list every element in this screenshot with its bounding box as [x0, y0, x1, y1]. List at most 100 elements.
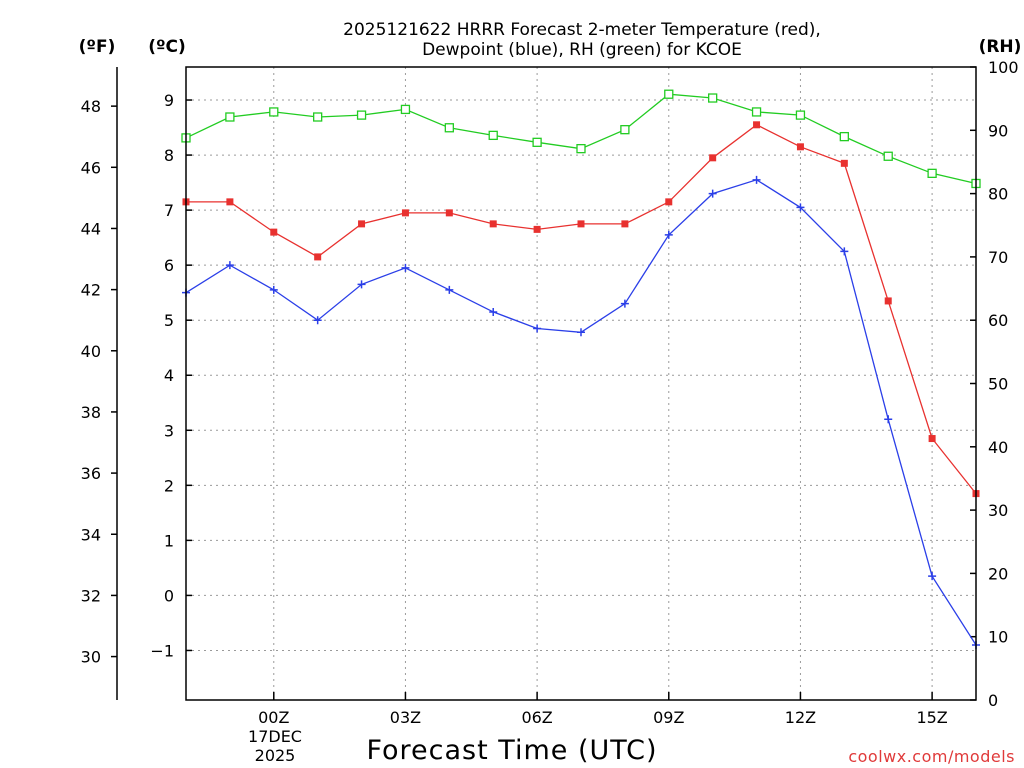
temperature-point — [489, 220, 497, 228]
temperature-point — [226, 198, 234, 206]
f-tick-label: 32 — [81, 586, 101, 605]
rh-point — [400, 104, 411, 115]
fahrenheit-unit-label: (ºF) — [79, 37, 116, 57]
temperature-point — [928, 435, 936, 443]
rh-point — [532, 137, 542, 147]
date-label-year: 2025 — [255, 746, 296, 765]
f-tick-label: 48 — [81, 97, 101, 116]
c-tick-label: −1 — [150, 641, 174, 660]
x-tick-label: 15Z — [916, 708, 947, 727]
c-tick-label: 0 — [164, 586, 174, 605]
dewpoint-point — [928, 572, 937, 581]
chart-title-line-1: 2025121622 HRRR Forecast 2-meter Tempera… — [343, 20, 821, 40]
temperature-point — [270, 228, 278, 236]
x-tick-label: 09Z — [653, 708, 684, 727]
rh-tick-label: 10 — [988, 628, 1008, 647]
rh-point — [620, 125, 630, 135]
chart-title-line-2: Dewpoint (blue), RH (green) for KCOE — [422, 40, 742, 60]
celsius-unit-label: (ºC) — [148, 37, 186, 57]
rh-point — [444, 123, 454, 133]
c-tick-label: 1 — [164, 531, 174, 550]
rh-tick-label: 50 — [988, 375, 1008, 394]
grid-lines — [186, 67, 976, 700]
x-tick-label: 06Z — [521, 708, 552, 727]
rh-point — [883, 151, 893, 161]
time-axis: 00Z 03Z 06Z 09Z 12Z 15Z — [258, 692, 948, 727]
temperature-point — [621, 220, 629, 228]
rh-point — [664, 89, 674, 99]
f-tick-label: 44 — [81, 219, 101, 238]
temperature-point — [884, 297, 892, 305]
temperature-point — [665, 198, 673, 206]
c-tick-label: 6 — [164, 256, 174, 275]
dewpoint-point — [401, 263, 410, 272]
temperature-point — [840, 159, 848, 167]
c-tick-label: 5 — [164, 311, 174, 330]
f-tick-label: 34 — [81, 525, 101, 544]
dewpoint-point — [269, 285, 278, 294]
c-tick-label: 9 — [164, 91, 174, 110]
series-dewpoint — [182, 175, 980, 649]
plot-frame — [185, 66, 977, 701]
rh-point — [225, 112, 235, 122]
series-rh — [181, 89, 981, 189]
dewpoint-point — [840, 247, 849, 256]
f-tick-label: 46 — [81, 158, 101, 177]
rh-axis: 0 10 20 30 40 50 60 70 80 90 100 — [970, 58, 1019, 710]
dewpoint-point — [708, 189, 717, 198]
date-label-day: 17DEC — [248, 727, 302, 746]
rh-tick-label: 70 — [988, 248, 1008, 267]
rh-point — [927, 168, 937, 178]
rh-point — [488, 130, 498, 141]
c-tick-label: 7 — [164, 201, 174, 220]
temperature-point — [796, 143, 804, 151]
rh-tick-label: 60 — [988, 311, 1008, 330]
rh-unit-label: (RH) — [979, 37, 1022, 57]
rh-point — [269, 107, 279, 117]
x-tick-label: 12Z — [785, 708, 816, 727]
temperature-point — [445, 209, 453, 217]
dewpoint-point — [752, 175, 761, 184]
dewpoint-point — [313, 316, 322, 325]
x-tick-label: 03Z — [390, 708, 421, 727]
rh-point — [751, 107, 762, 117]
series-layer — [181, 89, 981, 649]
temperature-point — [358, 220, 366, 228]
celsius-axis: −1 0 1 2 3 4 5 6 7 8 9 — [150, 91, 192, 660]
rh-tick-label: 90 — [988, 121, 1008, 140]
f-tick-label: 40 — [81, 342, 101, 361]
c-tick-label: 8 — [164, 146, 174, 165]
fahrenheit-axis: 30 32 34 36 38 40 42 44 46 48 — [81, 97, 117, 667]
rh-tick-label: 0 — [988, 691, 998, 710]
x-tick-label: 00Z — [258, 708, 289, 727]
dewpoint-point — [620, 299, 629, 308]
rh-point — [576, 144, 586, 154]
f-tick-label: 36 — [81, 464, 101, 483]
f-tick-label: 38 — [81, 403, 101, 422]
dewpoint-point — [796, 203, 805, 212]
rh-tick-label: 20 — [988, 564, 1008, 583]
c-tick-label: 3 — [164, 421, 174, 440]
dewpoint-point — [884, 415, 893, 424]
credit-label: coolwx.com/models — [848, 747, 1015, 766]
rh-point — [356, 110, 367, 120]
rh-point — [839, 131, 849, 142]
temperature-point — [314, 253, 322, 261]
rh-tick-label: 40 — [988, 438, 1008, 457]
f-tick-label: 30 — [81, 648, 101, 667]
x-axis-title: Forecast Time (UTC) — [366, 735, 657, 766]
rh-point — [313, 112, 323, 122]
rh-point — [708, 93, 718, 103]
title-block: 2025121622 HRRR Forecast 2-meter Tempera… — [343, 20, 821, 60]
f-tick-label: 42 — [81, 281, 101, 300]
rh-line — [185, 93, 977, 185]
rh-tick-label: 30 — [988, 501, 1008, 520]
temperature-point — [533, 225, 541, 233]
dewpoint-point — [577, 328, 585, 337]
dewpoint-point — [225, 261, 234, 270]
c-tick-label: 4 — [164, 366, 174, 385]
rh-point — [795, 110, 806, 120]
dewpoint-point — [489, 307, 498, 316]
dewpoint-point — [533, 324, 542, 333]
